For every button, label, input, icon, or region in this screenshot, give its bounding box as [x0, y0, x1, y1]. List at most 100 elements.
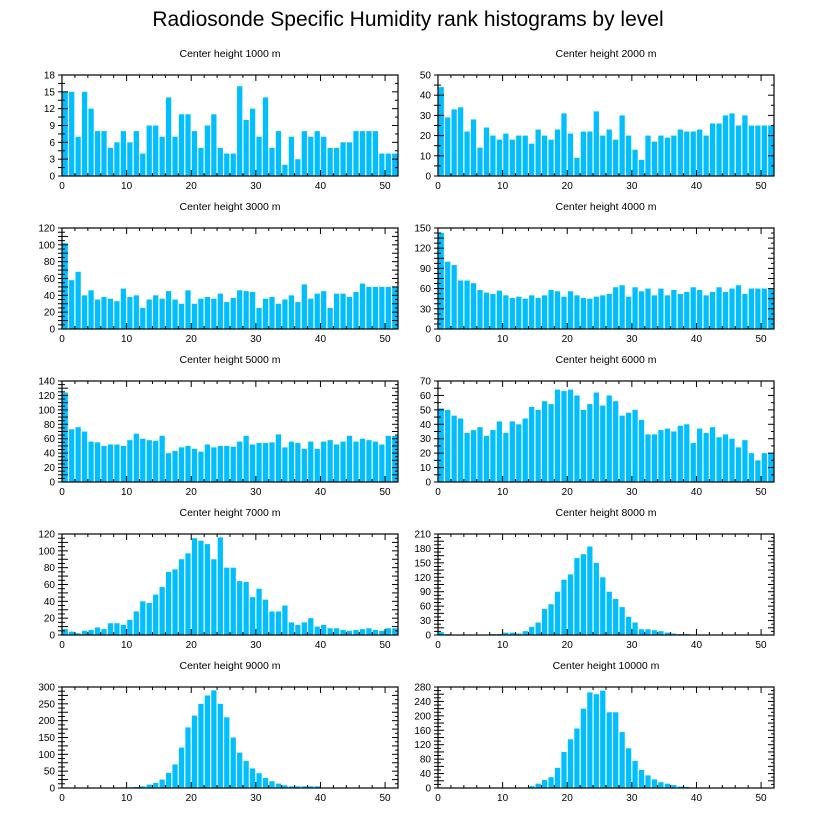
x-tick-label: 30: [626, 181, 638, 192]
y-tick-label: 30: [420, 111, 432, 122]
x-tick-label: 40: [315, 181, 327, 192]
histogram-bar: [146, 125, 152, 176]
histogram-bar: [198, 298, 204, 329]
plot-frame: [437, 533, 775, 636]
y-tick-label: 12: [44, 104, 56, 115]
histogram-bar: [75, 271, 81, 329]
histogram-bar: [288, 786, 295, 788]
y-tick-label: 50: [44, 767, 56, 778]
histogram-bar: [567, 389, 574, 482]
histogram-bar: [385, 628, 391, 635]
histogram-bar: [327, 147, 333, 176]
histogram-bar: [314, 786, 320, 788]
histogram-bar: [62, 91, 68, 176]
x-tick-label: 0: [59, 793, 65, 804]
histogram-bar: [470, 283, 477, 329]
histogram-bar: [477, 147, 483, 176]
histogram-bar: [204, 444, 211, 482]
histogram-bar: [632, 149, 638, 176]
y-tick-label: 20: [420, 449, 432, 460]
y-tick-label: 0: [425, 172, 431, 183]
x-tick-label: 50: [380, 793, 392, 804]
histogram-bar: [392, 286, 398, 329]
y-tick-label: 60: [44, 580, 56, 591]
y-tick-label: 120: [38, 530, 55, 541]
x-tick-label: 20: [186, 334, 198, 345]
histogram-bar: [574, 558, 580, 635]
histogram-bar: [658, 782, 664, 788]
histogram-bar: [451, 265, 457, 329]
histogram-bar: [516, 424, 522, 482]
x-tick-label: 0: [435, 334, 441, 345]
histogram-bar: [651, 141, 658, 176]
histogram-bar: [249, 597, 256, 636]
histogram-bar: [146, 603, 152, 635]
histogram-bar: [62, 392, 68, 482]
histogram-bar: [269, 297, 275, 329]
histogram-panel-9: Center height 9000 m 0 10 20 30 40 50 0 50 100 150…: [38, 660, 399, 804]
histogram-bar: [191, 715, 198, 788]
histogram-bar: [600, 295, 606, 329]
histogram-bar: [321, 291, 327, 330]
y-tick-label: 120: [414, 740, 431, 751]
histogram-bar: [94, 299, 101, 329]
histogram-bar: [554, 389, 561, 482]
histogram-bar: [340, 142, 346, 176]
histogram-bar: [541, 609, 548, 635]
histogram-bar: [664, 783, 671, 788]
histogram-bar: [735, 125, 742, 176]
histogram-bar: [529, 295, 535, 329]
histogram-panel-7: Center height 7000 m 0 10 20 30 40 50 0 20 40 60 80…: [38, 507, 399, 651]
histogram-bar: [600, 135, 606, 176]
histogram-bar: [81, 630, 88, 635]
histogram-bar: [359, 438, 366, 482]
y-tick-label: 0: [49, 325, 55, 336]
histogram-bar: [133, 433, 139, 482]
histogram-bar: [722, 115, 729, 176]
histogram-bar: [88, 108, 94, 176]
panel-title: Center height 3000 m: [180, 201, 281, 213]
histogram-bar: [359, 131, 366, 176]
histogram-bar: [638, 159, 645, 176]
histogram-bar: [140, 438, 146, 482]
x-tick-label: 10: [121, 487, 133, 498]
histogram-bar: [574, 157, 580, 176]
x-tick-label: 20: [186, 181, 198, 192]
histogram-bar: [327, 307, 333, 329]
histogram-bar: [204, 297, 211, 329]
histogram-bar: [204, 544, 211, 635]
histogram-bar: [496, 290, 503, 329]
plot-frame: [437, 686, 775, 789]
x-tick-label: 40: [691, 640, 703, 651]
histogram-bar: [140, 601, 146, 635]
histogram-bar: [748, 288, 755, 329]
histogram-bar: [664, 137, 671, 176]
histogram-bar: [470, 430, 477, 482]
histogram-bar: [172, 450, 178, 482]
histogram-bar: [593, 392, 599, 482]
y-tick-label: 80: [44, 257, 56, 268]
histogram-bar: [490, 430, 496, 482]
histogram-bar: [483, 127, 490, 176]
y-tick-label: 40: [420, 420, 432, 431]
histogram-bar: [185, 445, 191, 482]
histogram-bar: [567, 739, 574, 788]
y-tick-label: 20: [44, 308, 56, 319]
y-tick-label: 100: [38, 405, 55, 416]
histogram-bar: [372, 131, 379, 176]
histogram-bar: [275, 434, 282, 482]
histogram-bar: [438, 632, 444, 635]
histogram-bar: [237, 752, 243, 788]
x-tick-label: 30: [626, 487, 638, 498]
histogram-bar: [722, 291, 729, 329]
x-tick-label: 50: [756, 793, 768, 804]
histogram-bar: [243, 119, 249, 176]
x-tick-label: 30: [626, 334, 638, 345]
histogram-bar: [600, 577, 606, 635]
histogram-bar: [282, 605, 288, 635]
x-tick-label: 50: [756, 487, 768, 498]
histogram-bar: [198, 451, 204, 482]
histogram-bar: [146, 440, 152, 482]
histogram-bar: [625, 296, 632, 329]
histogram-bar: [697, 428, 703, 482]
